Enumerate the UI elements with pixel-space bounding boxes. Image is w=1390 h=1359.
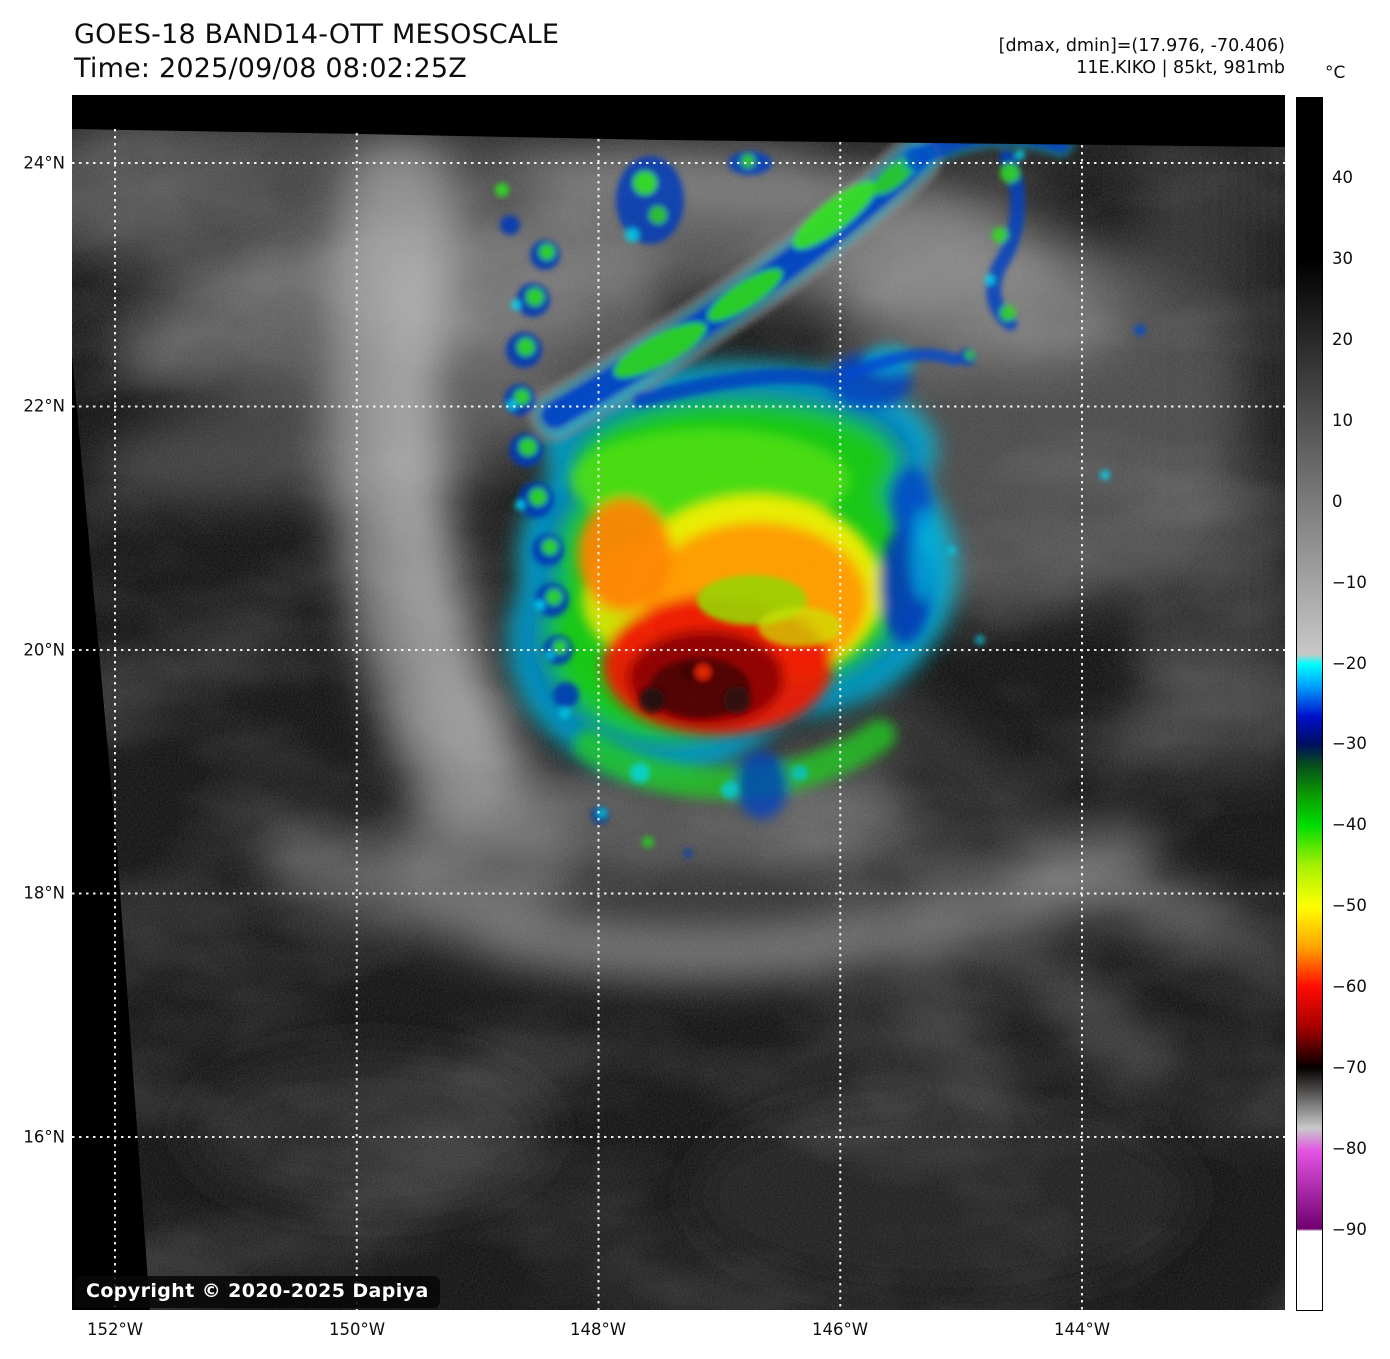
colorbar-tick-label: −20 <box>1332 653 1367 673</box>
colorbar-ticks: 40 30 20 10 0 −10 −20 −30 −40 −50 −60 −70 −80 −90 <box>1332 97 1388 1311</box>
map-panel: Copyright © 2020-2025 Dapiya <box>72 95 1285 1310</box>
storm-info-label: 11E.KIKO | 85kt, 981mb <box>1076 58 1285 78</box>
copyright-badge: Copyright © 2020-2025 Dapiya <box>75 1276 440 1308</box>
lat-axis-label: 20°N <box>23 640 65 660</box>
colorbar-tick-label: 0 <box>1332 491 1343 511</box>
colorbar-tick-label: −40 <box>1332 815 1367 835</box>
colorbar-tick-label: 30 <box>1332 248 1353 268</box>
scan-edge-mask <box>72 95 1285 1310</box>
colorbar-gradient <box>1297 98 1322 1310</box>
colorbar-tick-label: −70 <box>1332 1058 1367 1078</box>
figure-info-block: [dmax, dmin]=(17.976, -70.406) 11E.KIKO … <box>999 35 1285 79</box>
lat-axis-label: 18°N <box>23 883 65 903</box>
timestamp-label: Time: 2025/09/08 08:02:25Z <box>74 53 467 84</box>
lon-axis-label: 152°W <box>86 1320 144 1339</box>
colorbar-tick-label: 10 <box>1332 410 1353 430</box>
grid-overlay <box>72 129 1285 1310</box>
colorbar <box>1296 97 1323 1311</box>
colorbar-tick-label: 40 <box>1332 168 1353 188</box>
colorbar-tick-label: −50 <box>1332 896 1367 916</box>
lat-axis-label: 16°N <box>23 1127 65 1147</box>
lon-axis-label: 148°W <box>569 1320 627 1339</box>
colorbar-tick-label: −30 <box>1332 734 1367 754</box>
page-title: GOES-18 BAND14-OTT MESOSCALE <box>74 19 560 50</box>
lat-axis-label: 22°N <box>23 396 65 416</box>
lon-axis-label: 144°W <box>1053 1320 1111 1339</box>
colorbar-unit-label: °C <box>1325 63 1346 83</box>
lat-axis-label: 24°N <box>23 153 65 173</box>
colorbar-tick-label: −10 <box>1332 572 1367 592</box>
lon-axis-label: 146°W <box>811 1320 869 1339</box>
dmax-dmin-label: [dmax, dmin]=(17.976, -70.406) <box>998 36 1285 56</box>
colorbar-tick-label: −90 <box>1332 1220 1367 1240</box>
satellite-image <box>72 95 1285 1310</box>
lon-axis-label: 150°W <box>328 1320 386 1339</box>
figure-title-block: GOES-18 BAND14-OTT MESOSCALE Time: 2025/… <box>74 18 559 86</box>
colorbar-tick-label: 20 <box>1332 329 1353 349</box>
colorbar-tick-label: −80 <box>1332 1139 1367 1159</box>
colorbar-tick-label: −60 <box>1332 977 1367 997</box>
